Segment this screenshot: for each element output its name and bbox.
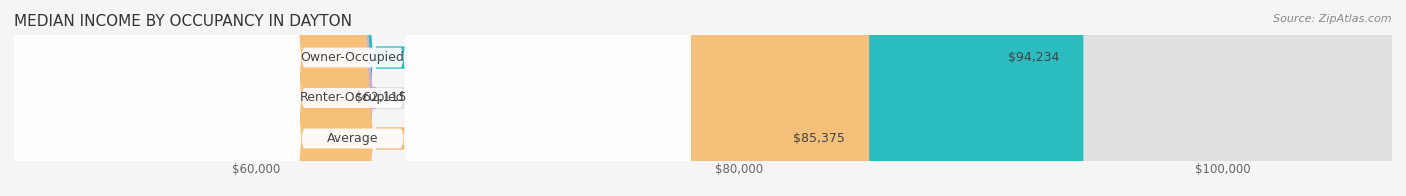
Text: $94,234: $94,234 bbox=[1008, 51, 1059, 64]
FancyBboxPatch shape bbox=[14, 0, 1392, 196]
FancyBboxPatch shape bbox=[14, 0, 690, 196]
FancyBboxPatch shape bbox=[14, 0, 690, 196]
Text: $62,115: $62,115 bbox=[356, 92, 406, 104]
FancyBboxPatch shape bbox=[14, 0, 1084, 196]
Text: Renter-Occupied: Renter-Occupied bbox=[299, 92, 405, 104]
Text: Average: Average bbox=[326, 132, 378, 145]
FancyBboxPatch shape bbox=[14, 0, 1392, 196]
FancyBboxPatch shape bbox=[14, 0, 1392, 196]
FancyBboxPatch shape bbox=[14, 0, 869, 196]
Text: MEDIAN INCOME BY OCCUPANCY IN DAYTON: MEDIAN INCOME BY OCCUPANCY IN DAYTON bbox=[14, 14, 352, 29]
FancyBboxPatch shape bbox=[0, 0, 377, 196]
FancyBboxPatch shape bbox=[14, 0, 690, 196]
Text: Owner-Occupied: Owner-Occupied bbox=[301, 51, 405, 64]
Text: $85,375: $85,375 bbox=[793, 132, 845, 145]
Text: Source: ZipAtlas.com: Source: ZipAtlas.com bbox=[1274, 14, 1392, 24]
